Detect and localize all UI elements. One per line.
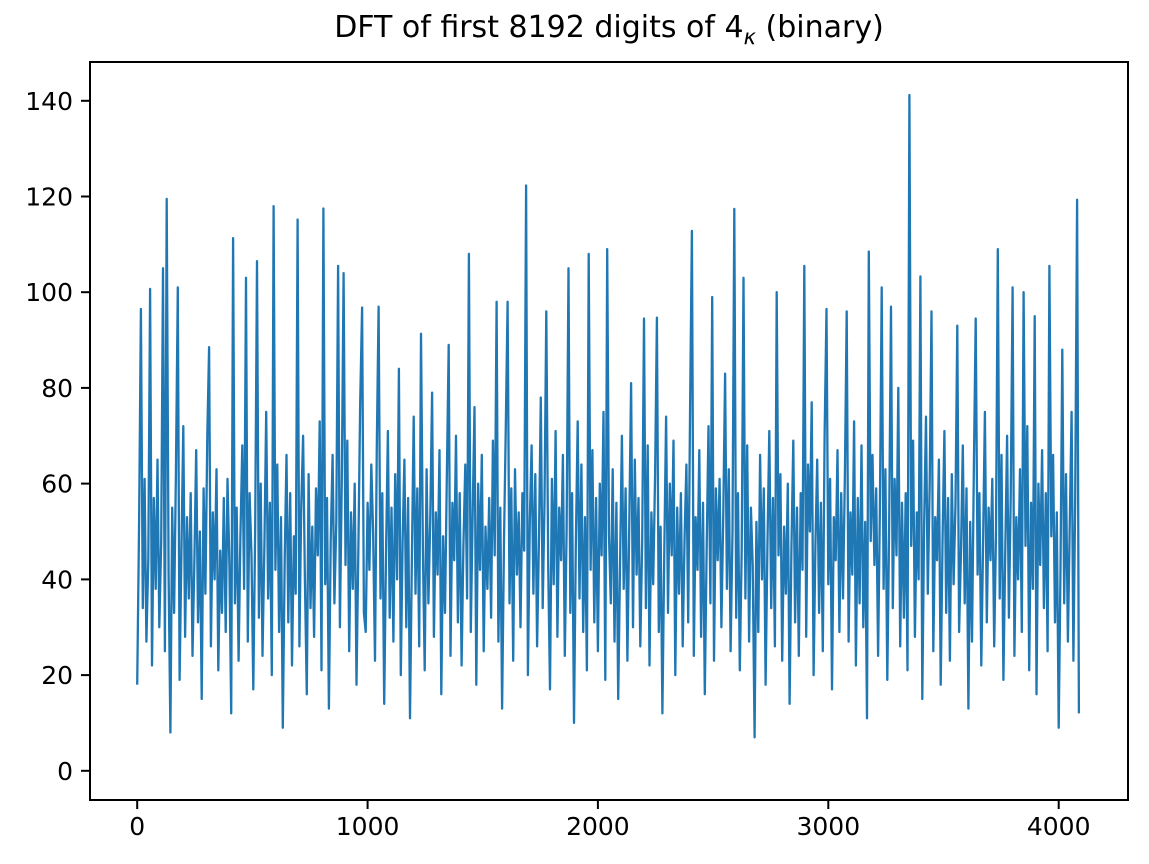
y-tick-label: 140	[25, 87, 73, 116]
x-tick-label: 1000	[336, 812, 400, 841]
chart-title-subscript-kappa: κ	[743, 25, 756, 49]
x-tick-label: 2000	[566, 812, 630, 841]
chart-title: DFT of first 8192 digits of 4κ (binary)	[90, 10, 1128, 48]
axes-frame	[89, 61, 1129, 801]
dft-line-series	[136, 93, 1081, 739]
y-tick-label: 40	[41, 565, 73, 594]
x-tick-label: 4000	[1027, 812, 1091, 841]
chart-title-prefix: DFT of first 8192 digits of 4	[334, 10, 744, 45]
y-tick-label: 20	[41, 661, 73, 690]
x-tick-label: 3000	[796, 812, 860, 841]
chart-title-suffix: (binary)	[756, 10, 884, 45]
y-tick-label: 100	[25, 278, 73, 307]
y-tick-label: 80	[41, 374, 73, 403]
x-tick-label: 0	[129, 812, 145, 841]
y-tick-label: 120	[25, 183, 73, 212]
y-tick-label: 0	[57, 757, 73, 786]
y-tick-label: 60	[41, 470, 73, 499]
